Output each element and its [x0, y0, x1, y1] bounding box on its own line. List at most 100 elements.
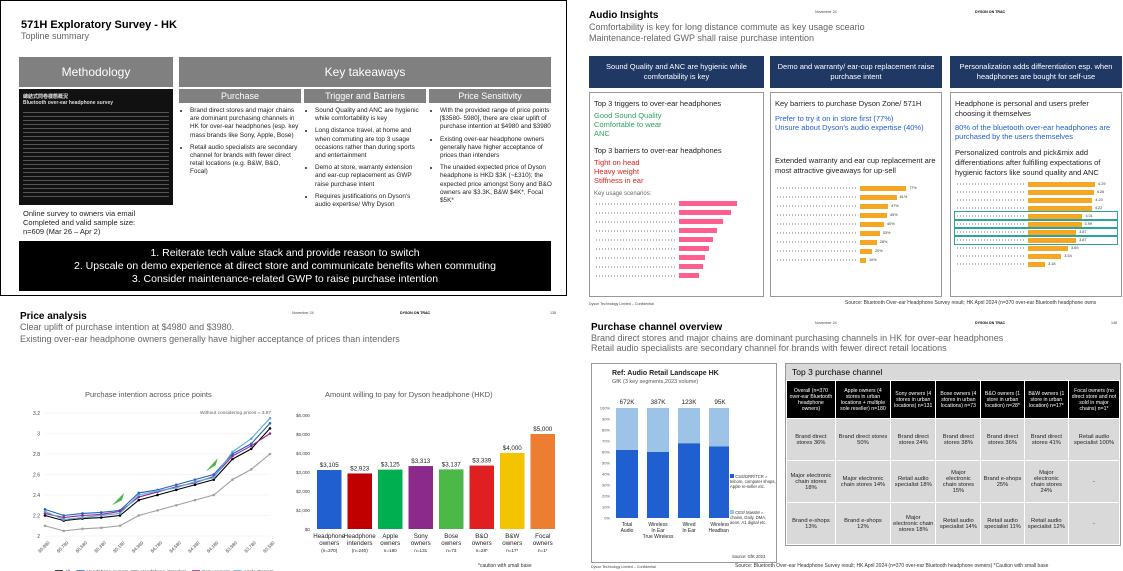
bar	[860, 239, 877, 245]
data-point	[231, 450, 234, 454]
table-cell: Retail audio specialist 12%	[1023, 502, 1069, 545]
bullet: Demo at store, warranty extension and ea…	[315, 164, 424, 189]
purchase-channel-table: Overall (n=370 over-ear Bluetooth headph…	[786, 380, 1121, 545]
category-label: intenders	[347, 540, 372, 547]
slide-subtitle-1: Brand direct stores and major chains are…	[591, 333, 1004, 343]
bar-value-label: $3,105	[320, 462, 339, 469]
trigger-item: Comfortable to wear	[594, 120, 662, 129]
category-label: Total	[622, 522, 633, 528]
data-point	[137, 493, 141, 497]
table-row: Brand direct stores 36% Brand direct stor…	[786, 418, 1121, 461]
bar-row	[594, 235, 759, 244]
slide-subtitle-1: Comfortability is key for long distance …	[589, 22, 865, 32]
bar-value-label: 3.18	[1048, 262, 1056, 267]
column-header: B&O owners (1 store in urban location) n…	[980, 380, 1025, 419]
data-point	[249, 447, 253, 451]
personal-blue: 80% of the bluetooth over-ear headphones…	[955, 122, 1111, 142]
stack-segment	[616, 408, 638, 450]
bar-row-label	[594, 202, 676, 205]
table-cell: Brand e-shops 12%	[834, 502, 892, 545]
trigger-column: Sound Quality and ANC are hygienic while…	[306, 107, 424, 213]
column-header: Overall (n=370 over-ear Bluetooth headph…	[786, 380, 836, 419]
bar	[530, 434, 555, 529]
stack-segment	[647, 452, 669, 518]
table-cell: Retail audio specialist 18%	[890, 460, 937, 503]
purchase-channel-slide: November 24 DYSON ON TRAC 148 Purchase c…	[575, 315, 1123, 571]
bar	[1028, 205, 1092, 211]
category-label: n=1*	[538, 548, 548, 553]
data-point	[212, 478, 216, 481]
category-label: In Ear	[651, 528, 665, 534]
retail-landscape-panel: Ref: Audio Retail Landscape HK GfK (3 ke…	[591, 363, 777, 563]
bar	[679, 237, 713, 242]
bar-row	[594, 208, 759, 217]
data-point	[99, 514, 103, 517]
bar-row: 4.22	[955, 204, 1117, 212]
category-label: n=131	[414, 548, 427, 553]
bar	[469, 465, 494, 529]
table-cell: Brand direct stores 36%	[980, 418, 1025, 461]
bar-row: 40%	[775, 220, 937, 229]
data-point	[156, 493, 159, 497]
category-label: Wired	[682, 522, 695, 528]
data-point	[231, 457, 234, 461]
bar-row-label	[955, 223, 1025, 226]
bar-row: 20%	[775, 247, 937, 256]
stack-segment	[709, 408, 729, 447]
category-label: owners	[380, 540, 400, 547]
bar-row-label	[594, 247, 676, 250]
bar	[679, 246, 710, 251]
bar-row: 77%	[775, 184, 937, 193]
bar-row	[594, 271, 759, 280]
data-point	[137, 514, 141, 517]
bar	[1028, 221, 1082, 227]
bullet: Existing over-ear headphone owners gener…	[440, 136, 553, 161]
table-cell: Brand direct stores 36%	[786, 418, 836, 461]
slide-title: Audio Insights	[589, 10, 659, 21]
data-point	[43, 512, 47, 515]
bar-row-label	[594, 256, 676, 259]
data-point	[193, 483, 197, 487]
bullet: Requires justifications on Dyson's audio…	[315, 193, 424, 209]
bar	[679, 255, 706, 260]
bar-row: 45%	[775, 211, 937, 220]
data-point	[99, 526, 103, 530]
x-tick-label: $4,380	[187, 540, 201, 554]
bullet: With the provided range of price points …	[440, 107, 553, 132]
y-tick-label: 50%	[602, 461, 610, 466]
data-point	[62, 516, 66, 519]
slide-title: 571H Exploratory Survey - HK	[21, 19, 177, 31]
x-tick-label: $4,780	[150, 540, 164, 554]
bar-value-label: 10%	[869, 258, 877, 262]
bar	[500, 453, 525, 529]
y-tick-label: 2.4	[33, 493, 40, 499]
bar	[679, 264, 703, 269]
category-label: Headband	[708, 528, 729, 534]
bar-value-label: $3,313	[411, 458, 430, 465]
table-cell: Major electronic chain stores 24%	[1023, 460, 1069, 503]
bar-row: 4.26	[955, 188, 1117, 196]
usage-title: Key usage scenarios:	[594, 191, 652, 197]
stack-segment	[678, 408, 700, 444]
bar	[1028, 261, 1046, 267]
slide-title: Purchase channel overview	[591, 322, 723, 333]
table-cell: Brand direct stores 50%	[834, 418, 892, 461]
bar-row: 47%	[775, 202, 937, 211]
data-point	[156, 509, 159, 512]
total-label: 387K	[651, 399, 667, 406]
data-point	[193, 480, 197, 483]
bar-row-label	[955, 263, 1025, 266]
bar-row-label	[955, 255, 1025, 258]
y-tick-label: $4,000	[296, 451, 310, 456]
bar-row-label	[955, 239, 1025, 242]
category-label: Sony	[414, 533, 429, 540]
page-number: 138	[550, 311, 556, 315]
bar	[860, 203, 889, 209]
bar-row-label	[775, 187, 857, 189]
y-tick-label: 60%	[602, 450, 610, 455]
y-tick-label: $1,000	[296, 508, 310, 513]
method-line: Online survey to owners via email	[23, 209, 136, 218]
bar-value-label: 4.22	[1094, 206, 1103, 211]
data-point	[193, 498, 197, 502]
method-line: n=609 (Mar 26 – Apr 2)	[23, 227, 101, 236]
